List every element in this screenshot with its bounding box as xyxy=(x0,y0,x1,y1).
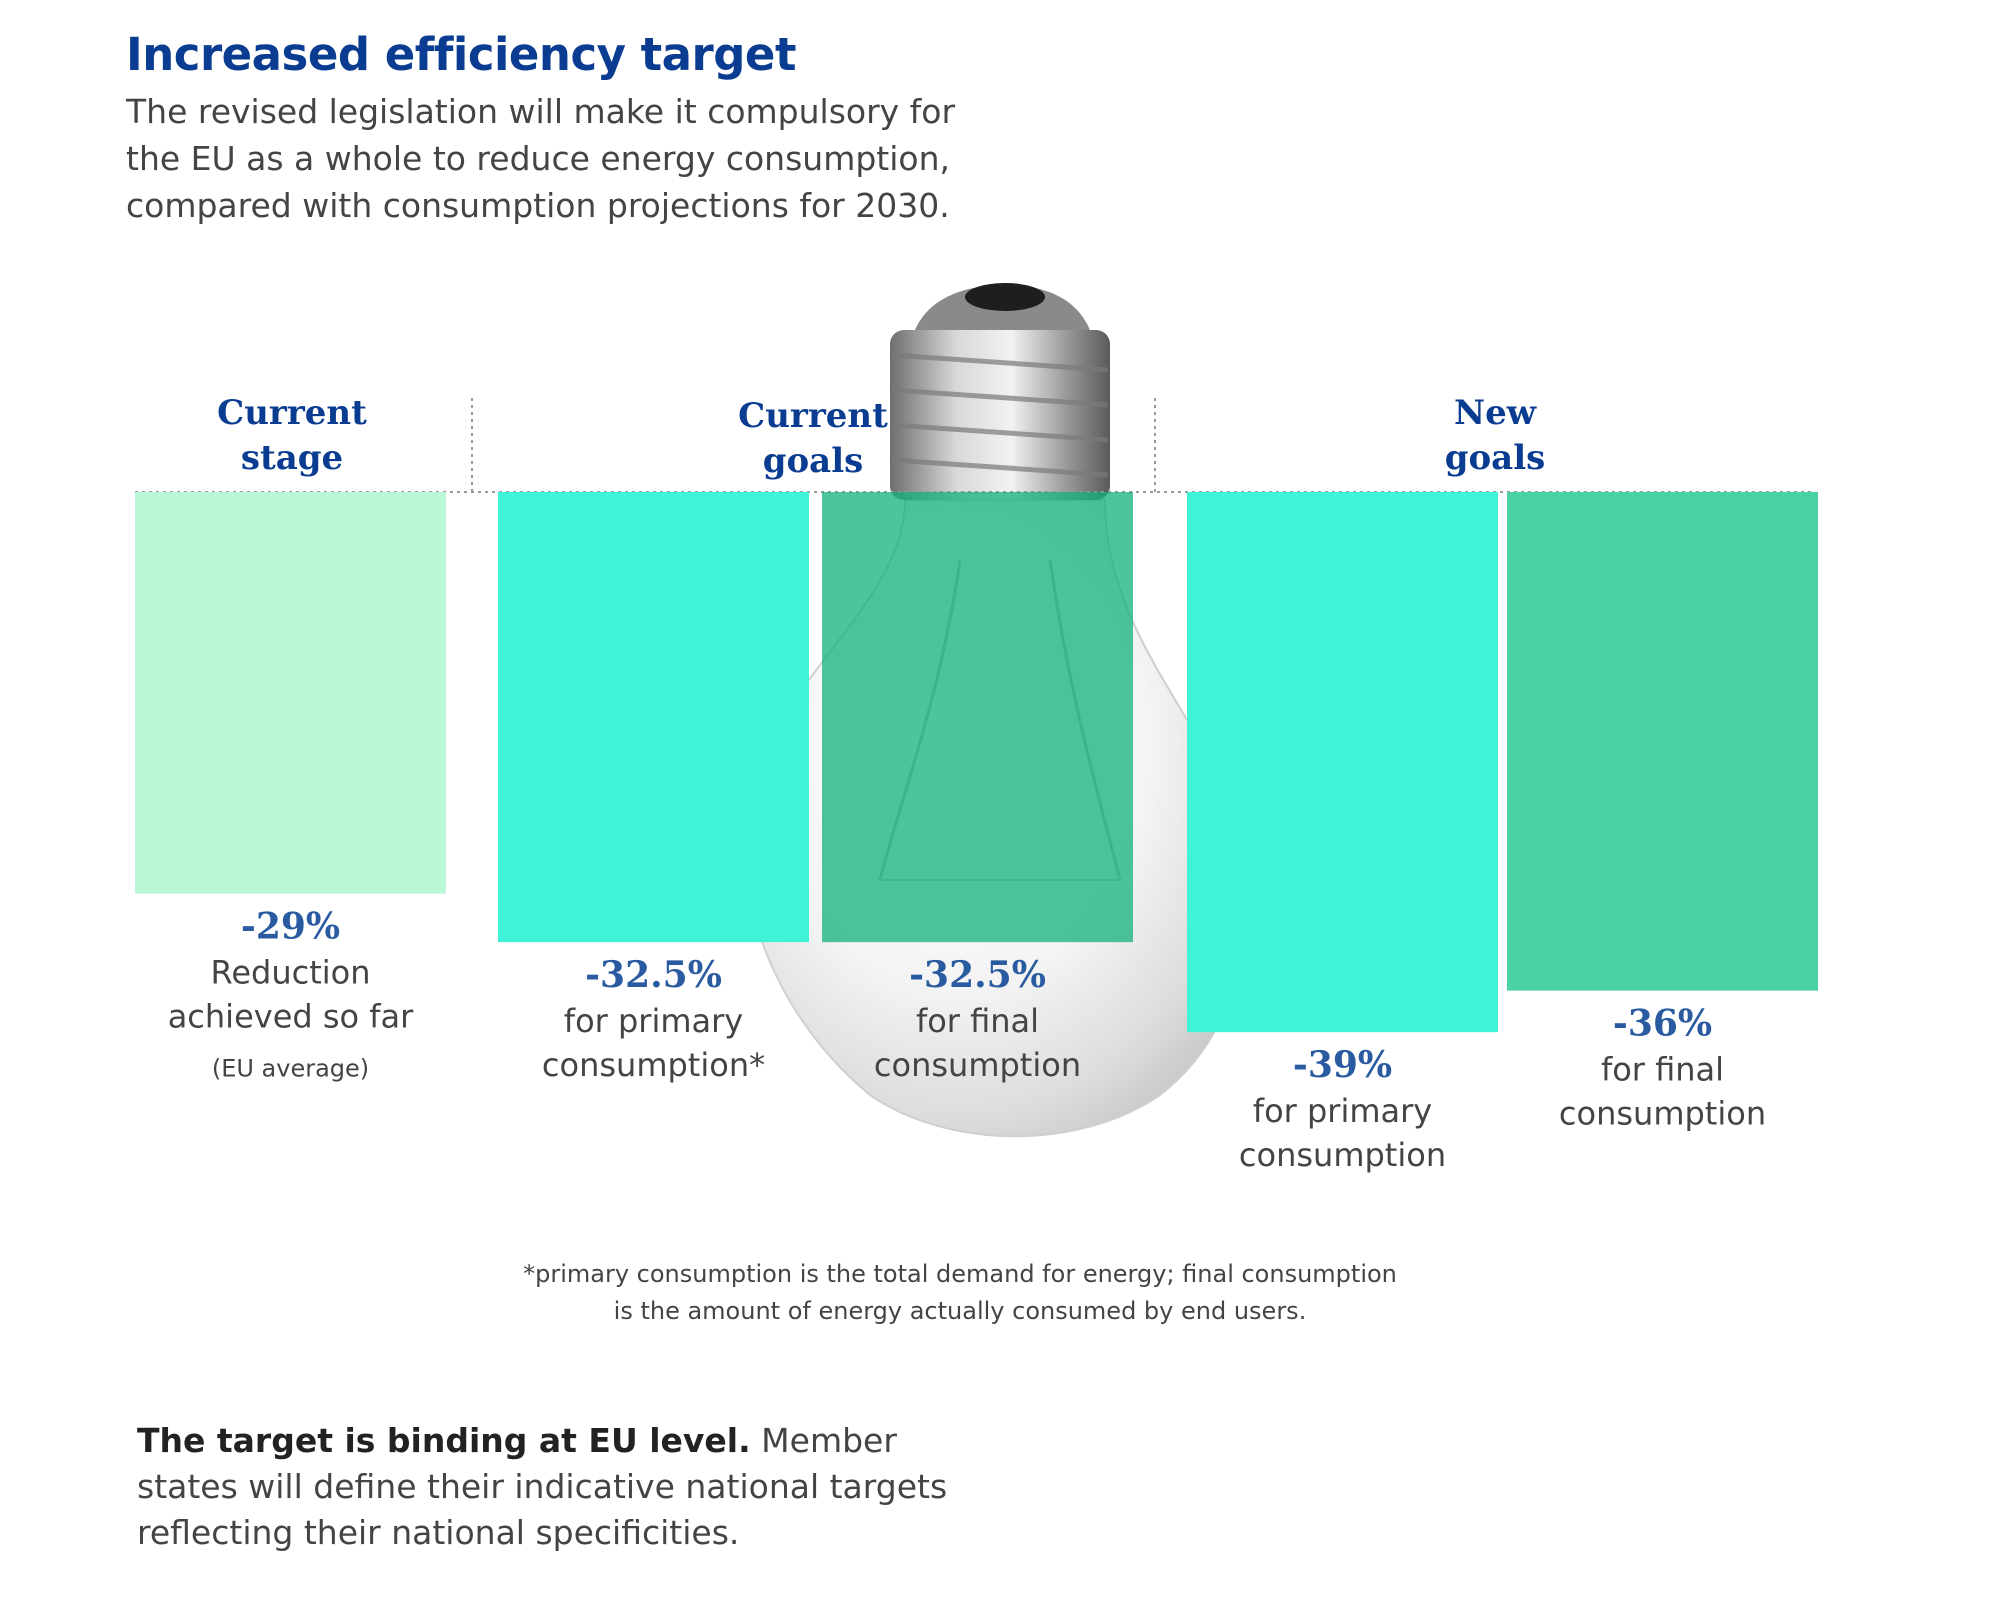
group-label: stage xyxy=(241,438,343,478)
group-label: goals xyxy=(763,441,864,481)
footnote-line: is the amount of energy actually consume… xyxy=(613,1297,1307,1325)
footnote: *primary consumption is the total demand… xyxy=(380,1256,1540,1330)
bottom-note-line: The target is binding at EU level. Membe… xyxy=(137,1418,1137,1464)
group-label: Current xyxy=(217,393,367,433)
reduction-bar-chart: Current stage Current goals New goals -2… xyxy=(135,283,1818,1174)
bar-new-final xyxy=(1507,492,1818,991)
bar-current-primary xyxy=(498,492,809,943)
bottom-note: The target is binding at EU level. Membe… xyxy=(137,1418,1137,1556)
bar-description: consumption xyxy=(1559,1095,1766,1133)
bar-description: consumption xyxy=(1239,1136,1446,1174)
page-title: Increased efficiency target xyxy=(126,28,796,81)
value-label: -39% xyxy=(1293,1044,1392,1086)
bar-description: for final xyxy=(1601,1051,1724,1089)
bar-description: achieved so far xyxy=(168,998,414,1036)
bar-current-final xyxy=(822,492,1133,943)
bottom-note-text: Member xyxy=(761,1421,897,1460)
footnote-line: *primary consumption is the total demand… xyxy=(523,1260,1397,1288)
bar-description: for final xyxy=(916,1002,1039,1040)
value-label: -29% xyxy=(241,906,340,948)
group-label: New xyxy=(1454,393,1537,433)
bar-description: consumption* xyxy=(542,1046,765,1084)
bottom-note-line: states will define their indicative nati… xyxy=(137,1467,948,1506)
bottom-note-line: reflecting their national specificities. xyxy=(137,1513,740,1552)
bar-note: (EU average) xyxy=(212,1055,369,1083)
subtitle-line: compared with consumption projections fo… xyxy=(126,186,950,225)
bar-current-stage xyxy=(135,492,446,894)
bar-description: Reduction xyxy=(211,954,371,992)
value-label: -36% xyxy=(1613,1003,1712,1045)
subtitle-line: the EU as a whole to reduce energy consu… xyxy=(126,139,951,178)
subtitle-line: The revised legislation will make it com… xyxy=(126,92,956,131)
subtitle: The revised legislation will make it com… xyxy=(126,88,1026,229)
bar-description: for primary xyxy=(1253,1092,1432,1130)
bar-description: consumption xyxy=(874,1046,1081,1084)
bar-description: for primary xyxy=(564,1002,743,1040)
bar-new-primary xyxy=(1187,492,1498,1033)
group-label: Current xyxy=(738,396,888,436)
value-label: -32.5% xyxy=(909,954,1046,996)
bottom-note-bold: The target is binding at EU level. xyxy=(137,1421,751,1460)
group-label: goals xyxy=(1445,438,1546,478)
value-label: -32.5% xyxy=(585,954,722,996)
